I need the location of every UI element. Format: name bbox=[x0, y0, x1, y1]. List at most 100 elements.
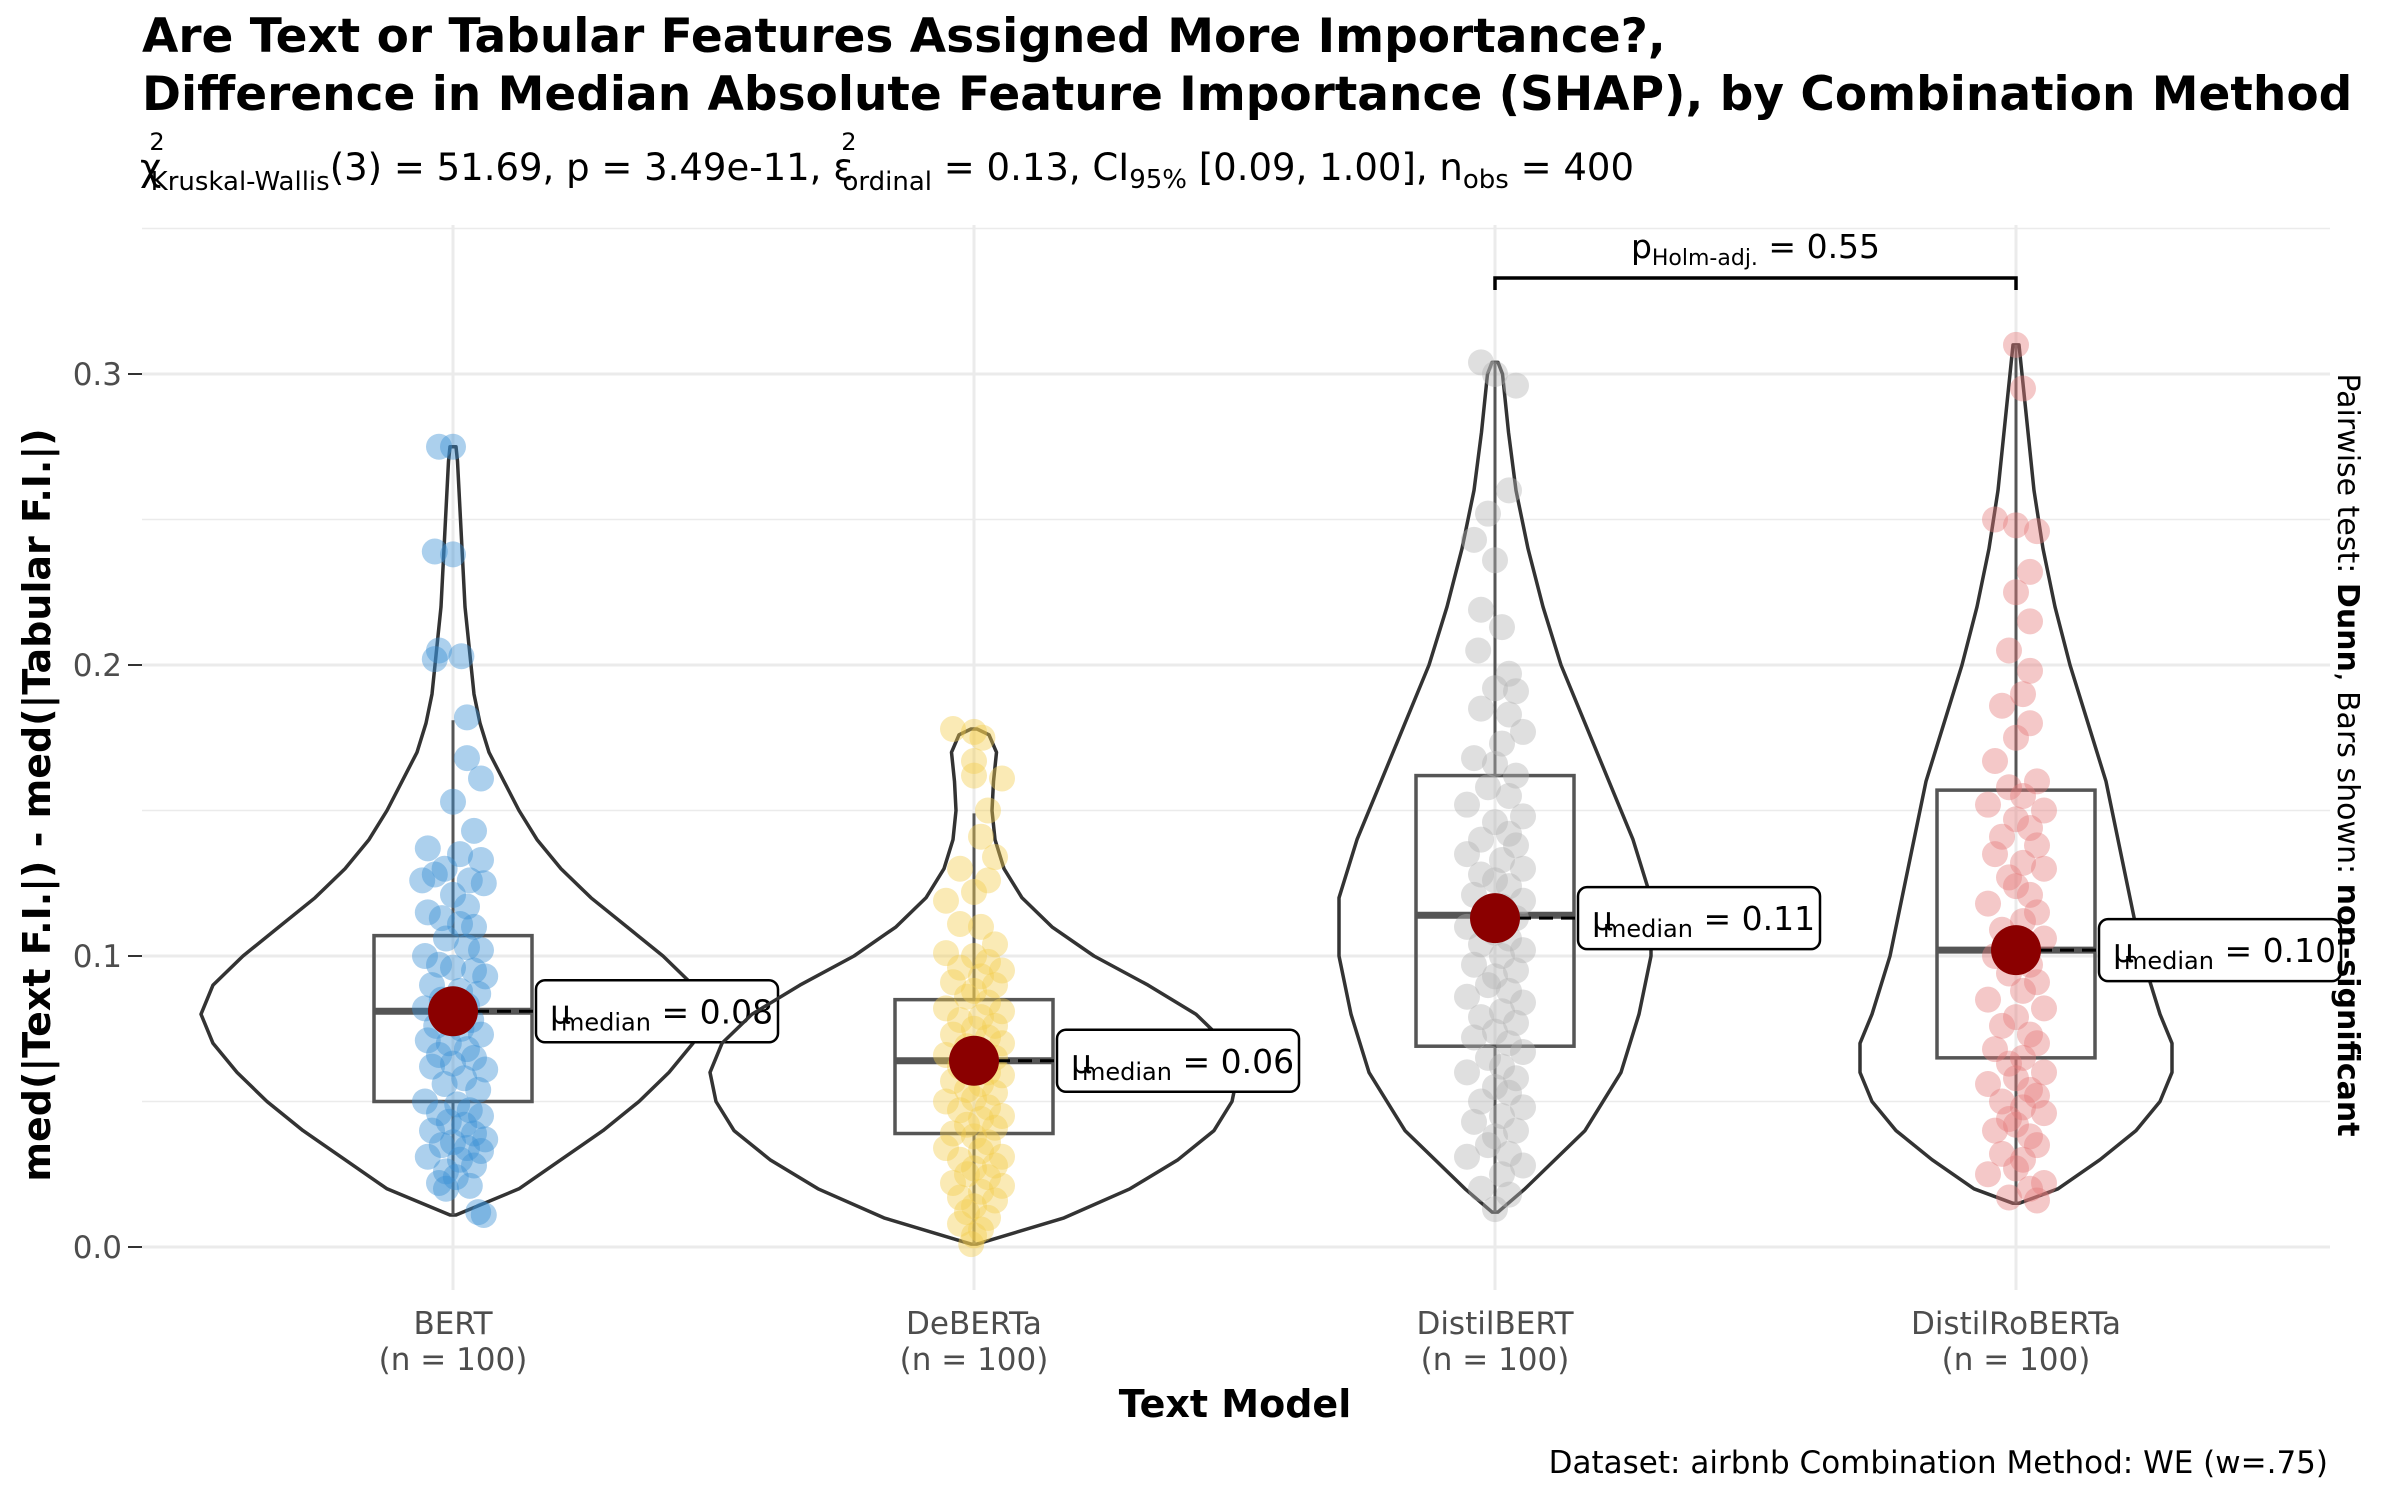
subtitle-test-name: Kruskal-Wallis bbox=[151, 167, 330, 197]
data-point bbox=[2031, 855, 2057, 882]
data-point bbox=[470, 870, 497, 897]
data-point bbox=[1496, 1030, 1522, 1057]
data-point bbox=[1475, 1044, 1501, 1071]
data-point bbox=[975, 1094, 1001, 1121]
data-point bbox=[1482, 809, 1508, 836]
data-point bbox=[2003, 1004, 2029, 1031]
data-point bbox=[426, 951, 452, 978]
data-point bbox=[440, 1129, 466, 1156]
data-point bbox=[954, 983, 980, 1010]
data-point bbox=[1496, 477, 1522, 504]
data-point bbox=[448, 643, 475, 670]
pairwise-note-mid: , Bars shown: bbox=[2330, 672, 2365, 884]
data-point bbox=[1489, 614, 1515, 641]
data-point bbox=[958, 1231, 985, 1258]
data-point bbox=[468, 1021, 494, 1048]
box-iqr bbox=[372, 933, 534, 1104]
data-point bbox=[1489, 1103, 1515, 1130]
data-point bbox=[975, 989, 1001, 1016]
data-point bbox=[2010, 681, 2036, 708]
data-point bbox=[947, 1007, 973, 1034]
x-tick-n-label: (n = 100) bbox=[1421, 1342, 1570, 1378]
subtitle-rest2: = 0.13, CI bbox=[932, 146, 1129, 189]
data-point bbox=[414, 899, 441, 926]
data-point bbox=[1454, 841, 1480, 868]
data-point bbox=[444, 1091, 471, 1118]
violin-outline bbox=[199, 444, 707, 1217]
data-point bbox=[2003, 724, 2029, 751]
data-point bbox=[1496, 1079, 1522, 1106]
data-point bbox=[431, 855, 458, 882]
data-point bbox=[447, 910, 473, 937]
data-point bbox=[456, 1172, 483, 1199]
median-label-value: = 0.11 bbox=[1693, 899, 1815, 938]
data-point bbox=[1996, 774, 2022, 801]
median-marker bbox=[1470, 893, 1520, 944]
data-point bbox=[954, 1161, 980, 1188]
data-point bbox=[975, 1164, 1001, 1191]
data-point bbox=[1489, 1161, 1515, 1188]
data-point bbox=[468, 1103, 494, 1130]
data-point bbox=[2010, 977, 2036, 1004]
data-point bbox=[433, 1175, 459, 1202]
pairwise-note-test: Dunn bbox=[2330, 583, 2365, 672]
data-point bbox=[975, 797, 1001, 824]
data-point bbox=[2010, 1094, 2036, 1121]
data-point bbox=[947, 1146, 973, 1173]
box-iqr bbox=[1414, 773, 1576, 1048]
data-point bbox=[989, 765, 1015, 792]
data-point bbox=[961, 1085, 987, 1112]
pairwise-bracket-label: pHolm-adj. = 0.55 bbox=[1631, 227, 1880, 271]
data-point bbox=[451, 1065, 478, 1092]
data-point bbox=[940, 1169, 966, 1196]
data-point bbox=[1482, 547, 1508, 574]
data-point bbox=[435, 1030, 462, 1057]
data-point bbox=[461, 913, 487, 940]
median-label-mu: μ bbox=[1592, 899, 1613, 938]
data-point bbox=[982, 1187, 1008, 1214]
data-point bbox=[968, 963, 994, 990]
data-point bbox=[454, 893, 480, 920]
data-point bbox=[1982, 1117, 2008, 1144]
data-point bbox=[933, 887, 959, 914]
data-point bbox=[2003, 512, 2029, 539]
x-tick-n-label: (n = 100) bbox=[1942, 1342, 2091, 1378]
data-point bbox=[1510, 937, 1536, 964]
data-point bbox=[2031, 797, 2057, 824]
data-point bbox=[468, 1137, 494, 1164]
data-point bbox=[1989, 1088, 2015, 1115]
median-marker bbox=[1991, 925, 2041, 976]
data-point bbox=[968, 913, 994, 940]
data-point bbox=[968, 1004, 994, 1031]
subtitle-eps-sup: 2 bbox=[841, 128, 856, 156]
data-point bbox=[961, 1155, 987, 1182]
data-point bbox=[2003, 1065, 2029, 1092]
median-label-sub: median bbox=[2124, 947, 2214, 975]
data-point bbox=[2024, 768, 2050, 795]
data-point bbox=[1482, 361, 1508, 387]
data-point bbox=[1503, 832, 1529, 859]
data-point bbox=[1975, 890, 2001, 917]
data-point bbox=[1489, 846, 1515, 873]
data-point bbox=[468, 765, 494, 792]
data-point bbox=[1461, 951, 1487, 978]
median-label-mu: μ bbox=[2113, 931, 2134, 970]
data-points bbox=[1454, 349, 1536, 1223]
data-point bbox=[968, 1105, 994, 1132]
data-point bbox=[426, 433, 452, 460]
y-tick-label: 0.0 bbox=[73, 1230, 122, 1266]
data-point bbox=[2017, 881, 2043, 908]
data-point bbox=[419, 1053, 445, 1080]
data-point bbox=[461, 1120, 487, 1147]
data-point bbox=[961, 748, 987, 775]
data-point bbox=[2003, 806, 2029, 833]
data-point bbox=[2003, 1155, 2029, 1182]
median-label-box bbox=[1576, 885, 1822, 951]
data-point bbox=[440, 788, 466, 815]
data-point bbox=[947, 910, 973, 937]
data-points bbox=[409, 433, 499, 1228]
data-point bbox=[961, 762, 987, 789]
subtitle-chi-sup: 2 bbox=[149, 128, 164, 156]
data-point bbox=[435, 1108, 462, 1135]
data-point bbox=[933, 995, 959, 1022]
